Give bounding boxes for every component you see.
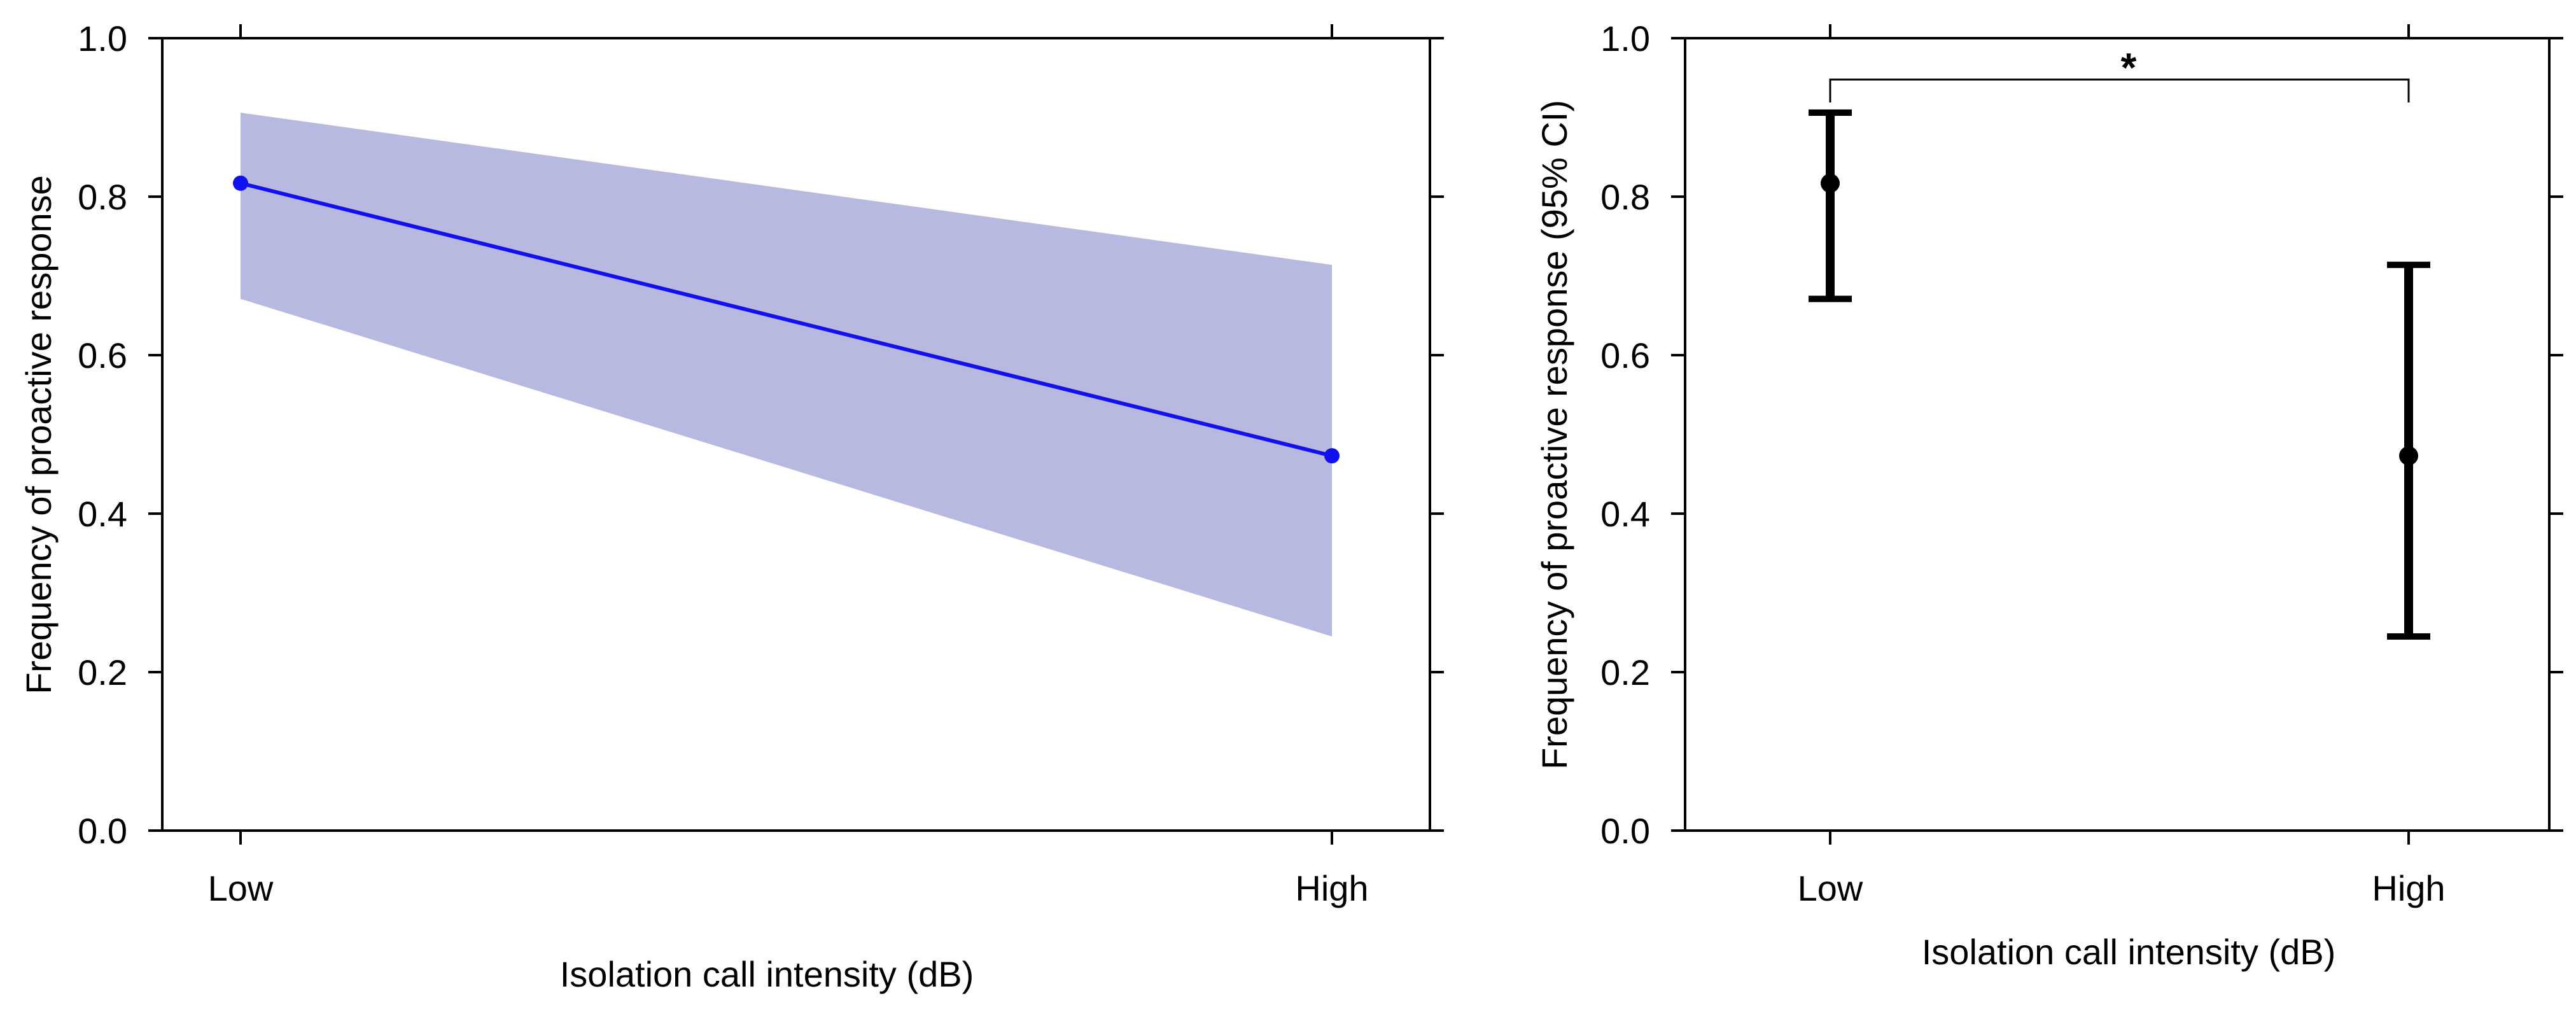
right-chart-panel: * 0.0 0.2 0.4 0.6 0.8 1.0 Low High Isola… [1534,18,2563,972]
y-tick-label-4: 0.8 [78,177,127,217]
significance-star: * [2121,45,2137,90]
data-point-high [1324,448,1340,464]
x-axis-title: Isolation call intensity (dB) [560,954,974,994]
y-axis-title: Frequency of proactive response (95% CI) [1534,100,1574,770]
significance-bracket [1829,78,2410,102]
y-tick-label-3: 0.6 [78,335,127,376]
x-axis-title: Isolation call intensity (dB) [1922,932,2336,972]
right-plot-frame [1684,37,2551,832]
data-point-low [233,175,248,191]
y-tick-label-0: 0.0 [78,811,127,851]
y-tick-label-4: 0.8 [1600,177,1650,217]
x-tick-label-high: High [2372,868,2445,908]
left-axis-ticks [148,24,1444,845]
fitted-line [240,181,1333,458]
y-tick-label-1: 0.2 [78,652,127,692]
right-axis-ticks [1671,24,2563,845]
confidence-band [241,113,1332,636]
y-tick-label-2: 0.4 [1600,494,1650,534]
x-tick-label-low: Low [208,868,274,908]
mean-point-low [1821,173,1840,193]
y-tick-label-5: 1.0 [1600,18,1650,59]
y-tick-label-3: 0.6 [1600,335,1650,376]
left-plot-frame [161,37,1431,832]
mean-point-high [2399,446,2418,466]
y-tick-label-0: 0.0 [1600,811,1650,851]
y-tick-label-1: 0.2 [1600,652,1650,692]
y-axis-title: Frequency of proactive response [18,175,59,694]
left-chart-panel: 0.0 0.2 0.4 0.6 0.8 1.0 Low High Isolati… [18,18,1444,994]
y-tick-label-5: 1.0 [78,18,127,59]
y-tick-label-2: 0.4 [78,494,127,534]
x-tick-label-low: Low [1798,868,1863,908]
x-tick-label-high: High [1295,868,1368,908]
